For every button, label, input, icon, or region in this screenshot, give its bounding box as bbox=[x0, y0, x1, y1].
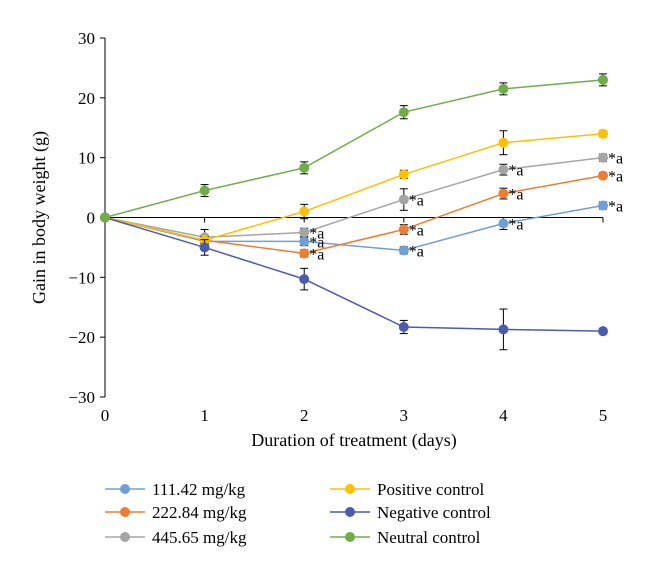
series-line bbox=[104, 174, 604, 255]
data-point bbox=[598, 128, 608, 139]
legend-item: Neutral control bbox=[330, 528, 481, 547]
y-tick-label: 30 bbox=[78, 29, 95, 48]
series-line bbox=[104, 204, 604, 252]
y-tick-label: −20 bbox=[68, 328, 95, 347]
legend-label: 111.42 mg/kg bbox=[152, 480, 246, 499]
legend-item: 111.42 mg/kg bbox=[105, 480, 246, 499]
data-point bbox=[199, 185, 210, 196]
annotation-layer: *a*a*a*a*a*a*a*a*a*a*a*a bbox=[309, 151, 623, 264]
series-layer bbox=[100, 73, 608, 351]
data-point bbox=[598, 74, 608, 85]
series-445-65-mg-kg bbox=[100, 152, 608, 246]
data-point bbox=[398, 107, 409, 118]
data-point bbox=[598, 200, 608, 211]
legend-swatch-marker bbox=[345, 532, 355, 542]
x-tick-label: 0 bbox=[101, 406, 110, 425]
series-111-42-mg-kg bbox=[100, 200, 608, 256]
data-point bbox=[299, 206, 310, 217]
data-annotation: *a bbox=[409, 243, 424, 260]
data-annotation: *a bbox=[409, 222, 424, 239]
data-point bbox=[498, 188, 509, 199]
data-point bbox=[299, 227, 310, 238]
legend-swatch-marker bbox=[120, 484, 130, 494]
legend-swatch-marker bbox=[120, 532, 130, 542]
series-negative-control bbox=[100, 212, 608, 351]
data-point bbox=[398, 194, 409, 205]
legend-label: Positive control bbox=[377, 480, 484, 499]
x-tick-label: 1 bbox=[200, 406, 209, 425]
data-point bbox=[100, 212, 110, 223]
x-tick-label: 3 bbox=[400, 406, 409, 425]
legend-swatch-marker bbox=[345, 484, 355, 494]
x-tick-label: 2 bbox=[300, 406, 309, 425]
legend-item: 222.84 mg/kg bbox=[105, 503, 247, 522]
data-annotation: *a bbox=[309, 234, 324, 251]
y-tick-label: −30 bbox=[68, 388, 95, 407]
data-point bbox=[299, 248, 310, 259]
series-line bbox=[104, 132, 604, 242]
axes: 30 20 10 0 −10 −20 −30 0 1 2 3 4 5 bbox=[68, 29, 607, 425]
data-point bbox=[498, 218, 509, 229]
legend-label: Negative control bbox=[377, 503, 491, 522]
x-tick-label: 4 bbox=[499, 406, 508, 425]
data-point bbox=[398, 245, 409, 256]
legend-label: 445.65 mg/kg bbox=[152, 528, 247, 547]
series-line bbox=[104, 79, 604, 219]
data-annotation: *a bbox=[508, 187, 523, 204]
legend-item: Negative control bbox=[330, 503, 491, 522]
data-point bbox=[598, 326, 608, 337]
data-annotation: *a bbox=[508, 163, 523, 180]
data-point bbox=[299, 274, 310, 285]
y-tick-label: 10 bbox=[78, 149, 95, 168]
data-point bbox=[598, 170, 608, 181]
data-annotation: *a bbox=[608, 151, 623, 168]
data-annotation: *a bbox=[608, 169, 623, 186]
legend-item: Positive control bbox=[330, 480, 484, 499]
data-point bbox=[299, 236, 310, 247]
data-annotation: *a bbox=[409, 193, 424, 210]
y-tick-label: −10 bbox=[68, 268, 95, 287]
data-point bbox=[598, 152, 608, 163]
data-point bbox=[398, 169, 409, 180]
legend-swatch-marker bbox=[120, 507, 130, 517]
data-point bbox=[398, 321, 409, 332]
data-annotation: *a bbox=[309, 246, 324, 263]
data-point bbox=[498, 137, 509, 148]
y-tick-label: 20 bbox=[78, 89, 95, 108]
legend-item: 445.65 mg/kg bbox=[105, 528, 247, 547]
data-point bbox=[199, 242, 210, 253]
series-line bbox=[104, 216, 604, 332]
x-tick-label: 5 bbox=[599, 406, 608, 425]
data-point bbox=[498, 164, 509, 175]
data-point bbox=[398, 224, 409, 235]
series-positive-control bbox=[100, 128, 608, 246]
data-annotation: *a bbox=[508, 216, 523, 233]
y-tick-label: 0 bbox=[87, 209, 96, 228]
data-point bbox=[299, 162, 310, 173]
x-axis-title: Duration of treatment (days) bbox=[251, 430, 456, 451]
series-neutral-control bbox=[100, 73, 608, 223]
data-point bbox=[498, 324, 509, 335]
data-annotation: *a bbox=[309, 225, 324, 242]
legend-label: Neutral control bbox=[377, 528, 481, 547]
legend-label: 222.84 mg/kg bbox=[152, 503, 247, 522]
data-point bbox=[498, 83, 509, 94]
data-annotation: *a bbox=[608, 199, 623, 216]
series-line bbox=[104, 156, 604, 238]
y-axis-title: Gain in body weight (g) bbox=[29, 131, 50, 304]
legend-swatch-marker bbox=[345, 507, 355, 517]
legend: 111.42 mg/kg 222.84 mg/kg 445.65 mg/kg Posi… bbox=[105, 480, 491, 547]
